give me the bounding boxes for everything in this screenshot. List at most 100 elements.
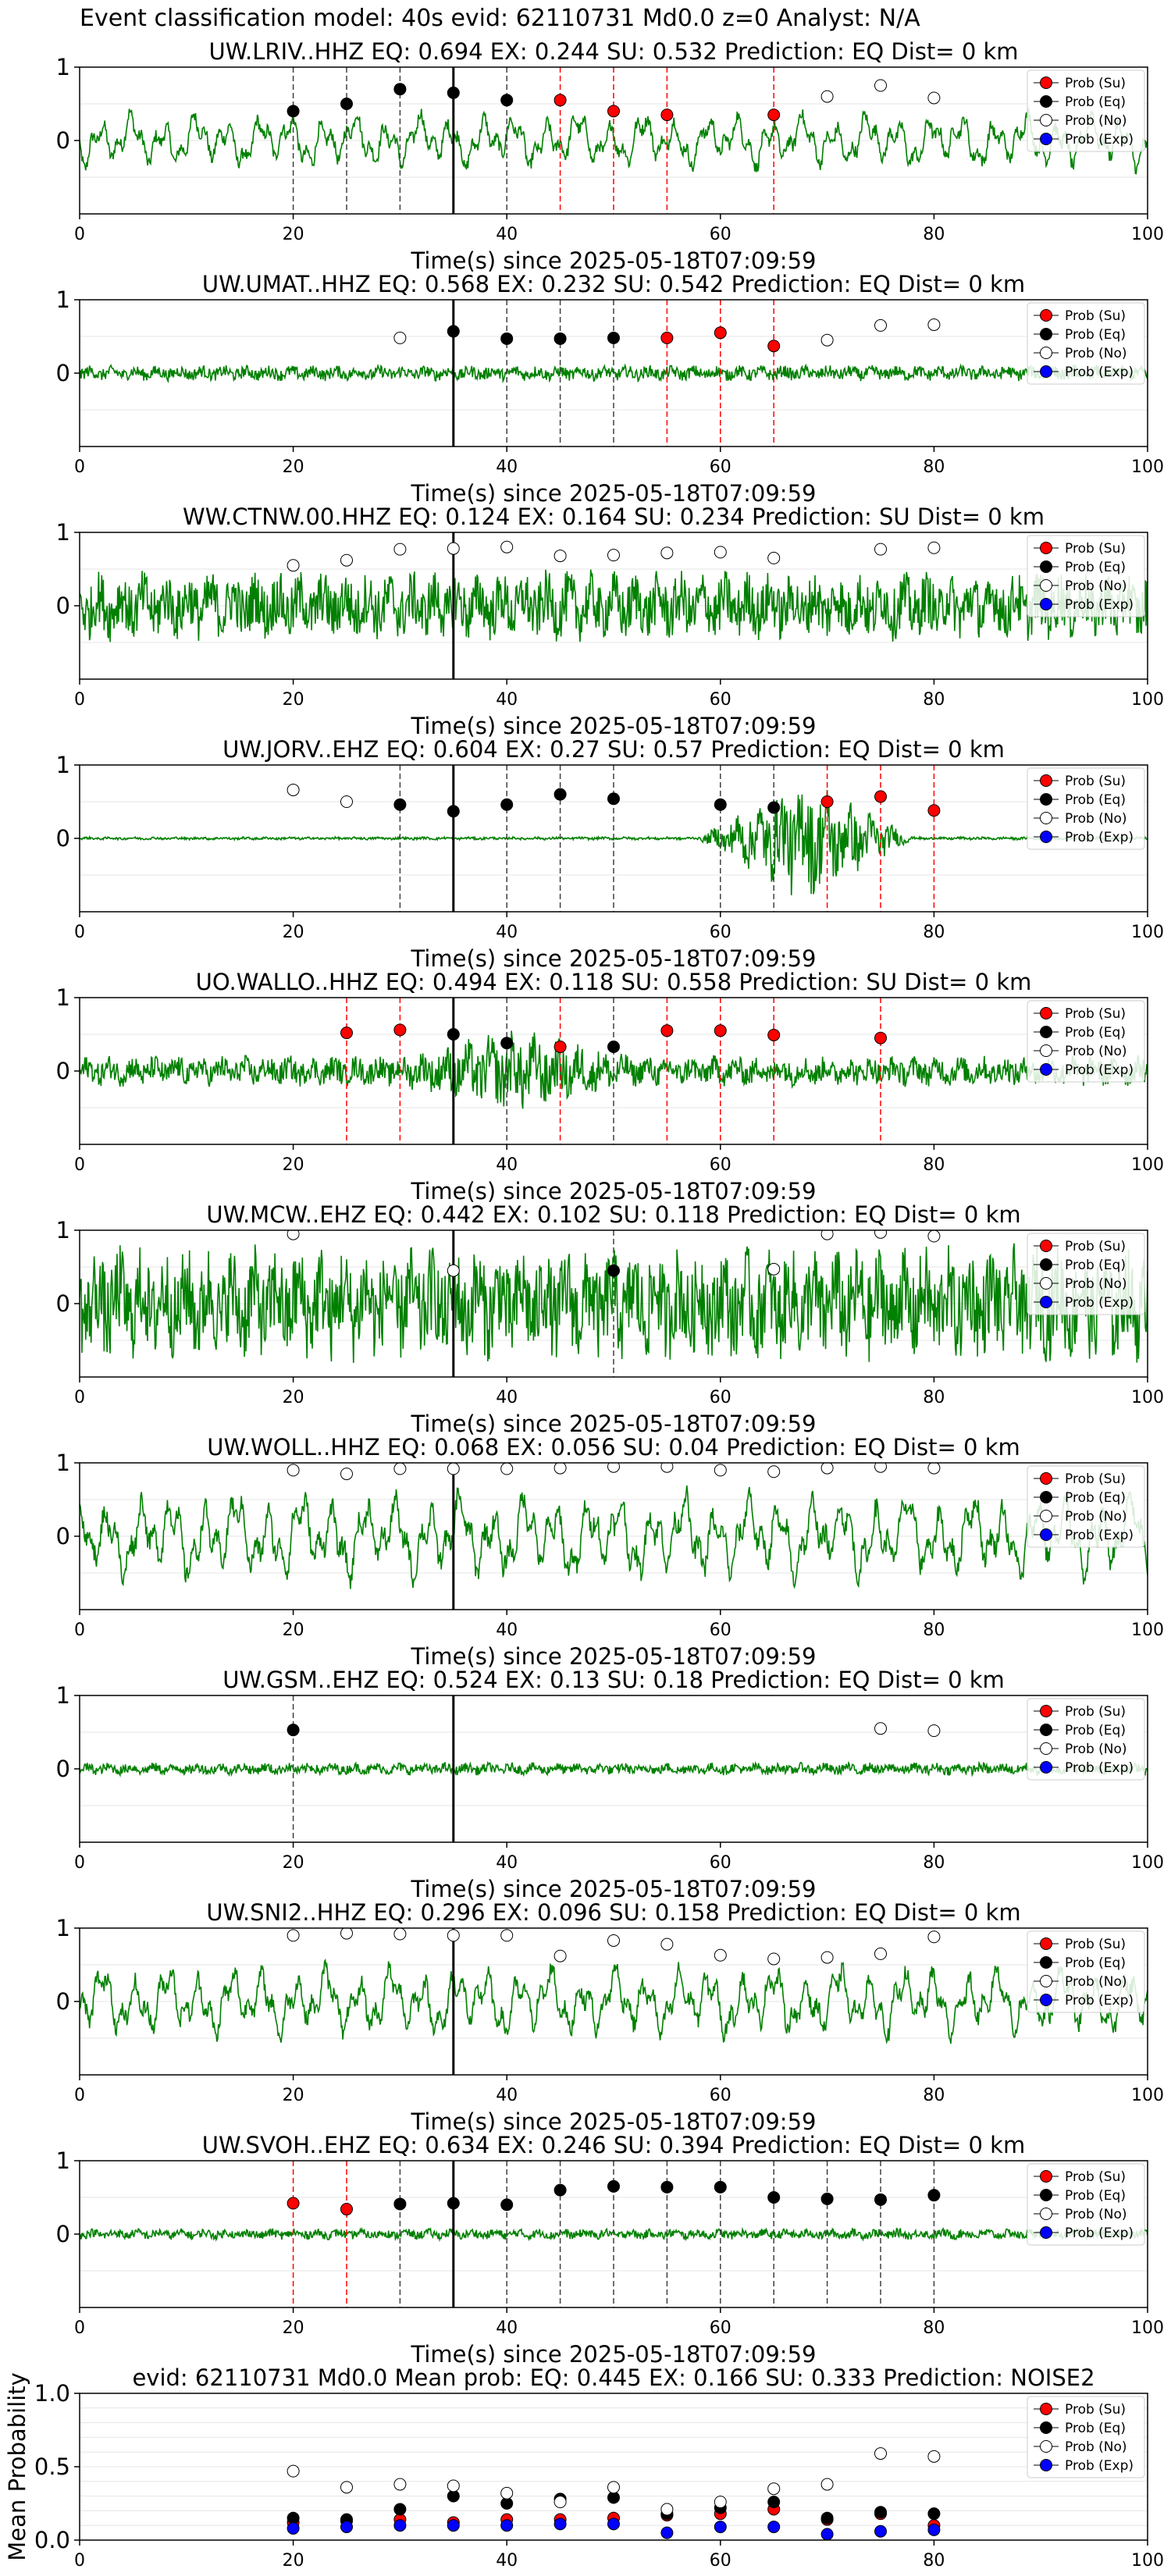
legend-marker: [1040, 1296, 1052, 1308]
panel-plot-area: [80, 765, 1148, 912]
panel-plot-area: [80, 532, 1148, 679]
y-tick-label: 1.0: [34, 2380, 70, 2407]
x-tick-label: 0: [74, 690, 85, 710]
legend-label: Prob (Eq): [1065, 1025, 1126, 1041]
panel-plot-area: [80, 998, 1148, 1144]
legend-marker: [1040, 114, 1052, 126]
mean-prob-marker: [500, 2486, 514, 2500]
panel-11: evid: 62110731 Md0.0 Mean prob: EQ: 0.44…: [4, 2364, 1164, 2571]
x-tick-label: 40: [496, 923, 518, 942]
prob-marker: [660, 109, 674, 122]
x-tick-label: 100: [1131, 457, 1164, 477]
prob-marker: [927, 1230, 941, 1243]
legend-marker: [1040, 1491, 1052, 1503]
legend-box: [1027, 1465, 1145, 1548]
prob-marker: [393, 1463, 407, 1475]
mean-prob-marker: [874, 2447, 887, 2460]
x-tick-label: 40: [496, 2086, 518, 2105]
legend-label: Prob (Eq): [1065, 560, 1126, 575]
legend-marker: [1040, 831, 1052, 843]
legend-label: Prob (Su): [1065, 1006, 1126, 1022]
legend: Prob (Su) Prob (Eq) Prob (No) Prob (Exp): [1027, 69, 1145, 152]
legend-box: [1027, 69, 1145, 152]
x-tick-label: 100: [1131, 2318, 1164, 2338]
prob-marker: [447, 1463, 460, 1475]
x-tick-label: 40: [496, 690, 518, 710]
mean-prob-marker: [660, 2526, 674, 2539]
legend-marker: [1040, 1956, 1052, 1969]
y-tick-label: 1: [56, 1682, 70, 1709]
prob-marker: [393, 1023, 407, 1037]
panel-1: UW.LRIV..HHZ EQ: 0.694 EX: 0.244 SU: 0.5…: [56, 38, 1164, 274]
x-tick-label: 20: [283, 1388, 304, 1407]
x-tick-label: 20: [283, 2551, 304, 2571]
x-tick-label: 100: [1131, 2086, 1164, 2105]
legend-marker: [1040, 309, 1052, 322]
x-tick-label: 60: [710, 923, 731, 942]
mean-prob-marker: [393, 2519, 407, 2532]
y-tick-label: 0.5: [34, 2453, 70, 2480]
prob-marker: [553, 788, 567, 801]
mean-prob-marker: [287, 2521, 300, 2535]
prob-marker: [767, 551, 781, 564]
legend: Prob (Su) Prob (Eq) Prob (No) Prob (Exp): [1027, 1698, 1145, 1781]
prob-marker: [447, 2197, 460, 2210]
legend: Prob (Su) Prob (Eq) Prob (No) Prob (Exp): [1027, 2396, 1145, 2478]
x-tick-label: 80: [923, 2086, 945, 2105]
legend-marker: [1040, 1994, 1052, 2006]
legend-marker: [1040, 1026, 1052, 1038]
prob-marker: [607, 1934, 620, 1947]
prob-marker: [340, 2203, 353, 2216]
y-tick-label: 1: [56, 984, 70, 1011]
prob-marker: [287, 559, 300, 572]
x-tick-label: 0: [74, 1155, 85, 1175]
x-tick-label: 60: [710, 2551, 731, 2571]
prob-marker: [553, 550, 567, 563]
legend-label: Prob (Eq): [1065, 792, 1126, 808]
y-tick-label: 1: [56, 1915, 70, 1941]
prob-marker: [820, 795, 834, 808]
prob-marker: [500, 1037, 514, 1050]
prob-marker: [340, 1928, 353, 1940]
mean-prob-marker: [767, 2496, 781, 2509]
x-tick-label: 60: [710, 1155, 731, 1175]
prob-marker: [767, 1465, 781, 1478]
panel-plot-area: [80, 2161, 1148, 2307]
legend-marker: [1040, 1044, 1052, 1057]
x-tick-label: 100: [1131, 1853, 1164, 1873]
legend-box: [1027, 1233, 1145, 1315]
x-tick-label: 60: [710, 1388, 731, 1407]
legend-label: Prob (No): [1065, 578, 1127, 594]
legend-box: [1027, 1930, 1145, 2013]
y-tick-label: 0: [56, 1058, 70, 1084]
legend-marker: [1040, 2226, 1052, 2239]
mean-prob-marker: [393, 2478, 407, 2491]
legend-label: Prob (Su): [1065, 1937, 1126, 1952]
mean-prob-marker: [927, 2523, 941, 2536]
y-tick-label: 1: [56, 54, 70, 80]
legend-marker: [1040, 579, 1052, 592]
prob-marker: [714, 798, 727, 811]
figure-suptitle: Event classification model: 40s evid: 62…: [80, 5, 920, 32]
x-axis-label: Time(s) since 2025-05-18T07:09:59: [411, 1411, 817, 1437]
x-axis-label: Time(s) since 2025-05-18T07:09:59: [411, 1178, 817, 1204]
x-tick-label: 20: [283, 1621, 304, 1640]
prob-marker: [874, 1722, 887, 1735]
legend-marker: [1040, 1472, 1052, 1485]
legend-label: Prob (Su): [1065, 2169, 1126, 2185]
x-tick-label: 40: [496, 1155, 518, 1175]
legend-label: Prob (Exp): [1065, 365, 1134, 380]
panel-4: UW.JORV..EHZ EQ: 0.604 EX: 0.27 SU: 0.57…: [56, 736, 1164, 972]
legend: Prob (Su) Prob (Eq) Prob (No) Prob (Exp): [1027, 767, 1145, 850]
prob-marker: [447, 805, 460, 818]
prob-marker: [874, 318, 887, 332]
panel-8: UW.GSM..EHZ EQ: 0.524 EX: 0.13 SU: 0.18 …: [56, 1667, 1164, 1902]
x-tick-label: 80: [923, 2318, 945, 2338]
mean-prob-marker: [607, 2517, 620, 2531]
legend-label: Prob (Su): [1065, 1471, 1126, 1487]
prob-marker: [607, 1040, 620, 1053]
mean-prob-marker: [820, 2511, 834, 2524]
prob-marker: [393, 2197, 407, 2211]
y-tick-label: 0: [56, 592, 70, 619]
x-tick-label: 80: [923, 457, 945, 477]
